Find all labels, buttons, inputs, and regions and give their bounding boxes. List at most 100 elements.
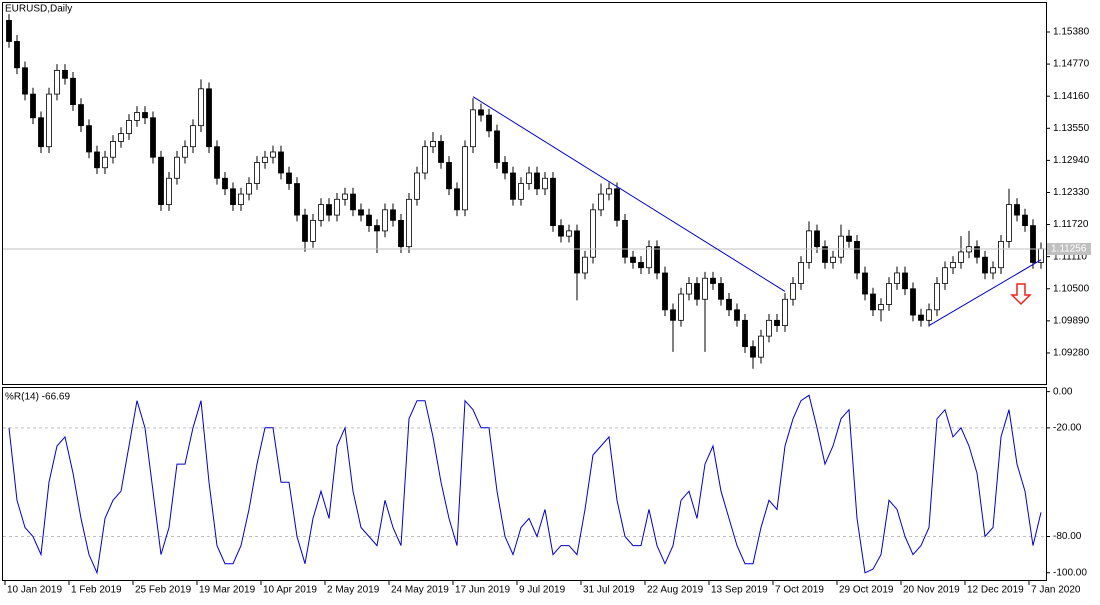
candle-body bbox=[422, 146, 428, 174]
candle-body bbox=[126, 119, 132, 134]
y-tick-label: 0.00 bbox=[1053, 386, 1073, 397]
candle-body bbox=[726, 298, 732, 311]
candle-body bbox=[318, 204, 324, 221]
candle-body bbox=[38, 117, 44, 148]
candle-body bbox=[606, 188, 612, 195]
candle-body bbox=[630, 256, 636, 263]
candle-body bbox=[718, 283, 724, 300]
main-panel bbox=[2, 2, 1047, 385]
candle-body bbox=[390, 209, 396, 221]
candle-body bbox=[366, 214, 372, 227]
indicator-line bbox=[8, 394, 1042, 575]
candle-body bbox=[326, 204, 332, 216]
x-tick-label: 13 Sep 2019 bbox=[711, 585, 768, 596]
y-tick-label: 1.12940 bbox=[1053, 155, 1090, 166]
x-tick-label: 1 Feb 2019 bbox=[71, 585, 122, 596]
candle-body bbox=[134, 112, 140, 121]
candle-body bbox=[814, 230, 820, 248]
candle-body bbox=[750, 346, 756, 358]
candle-body bbox=[142, 112, 148, 119]
candle-body bbox=[398, 219, 404, 248]
candle-body bbox=[574, 230, 580, 274]
x-tick-label: 10 Jan 2019 bbox=[7, 585, 62, 596]
candle-body bbox=[590, 209, 596, 258]
candle-body bbox=[598, 193, 604, 211]
y-tick-label: -20.00 bbox=[1053, 422, 1082, 433]
sell-arrow bbox=[1010, 283, 1032, 306]
candle-body bbox=[990, 267, 996, 274]
y-tick-label: 1.13550 bbox=[1053, 123, 1090, 134]
candle-body bbox=[902, 272, 908, 290]
candle-body bbox=[582, 256, 588, 274]
candle-body bbox=[686, 283, 692, 295]
candle-body bbox=[70, 77, 76, 106]
candle-body bbox=[862, 272, 868, 295]
candle-body bbox=[270, 151, 276, 158]
x-tick-label: 7 Jan 2020 bbox=[1031, 585, 1081, 596]
y-tick-label: 1.09890 bbox=[1053, 316, 1090, 327]
x-tick-label: 29 Oct 2019 bbox=[839, 585, 894, 596]
candle-body bbox=[182, 146, 188, 158]
candle-body bbox=[974, 246, 980, 258]
candle-body bbox=[102, 156, 108, 169]
candle-body bbox=[806, 230, 812, 263]
candle-body bbox=[534, 172, 540, 190]
y-tick-label: 1.14160 bbox=[1053, 91, 1090, 102]
candle-body bbox=[894, 272, 900, 284]
candle-body bbox=[470, 109, 476, 148]
candle-body bbox=[30, 93, 36, 119]
y-tick-label: 1.11110 bbox=[1053, 251, 1087, 262]
candle-body bbox=[62, 70, 68, 79]
y-tick-label: 1.14770 bbox=[1053, 59, 1090, 70]
candle-body bbox=[262, 156, 268, 163]
candle-body bbox=[150, 117, 156, 158]
y-tick-label: 1.09280 bbox=[1053, 348, 1090, 359]
candle-body bbox=[310, 219, 316, 242]
candle-body bbox=[286, 172, 292, 184]
candle-body bbox=[662, 272, 668, 311]
y-tick-label: 1.15380 bbox=[1053, 27, 1090, 38]
candle-body bbox=[870, 293, 876, 311]
candle-body bbox=[350, 193, 356, 211]
candle-body bbox=[742, 319, 748, 348]
candle-body bbox=[94, 151, 100, 169]
candle-body bbox=[86, 125, 92, 153]
candle-body bbox=[158, 156, 164, 205]
trendline bbox=[472, 96, 786, 292]
candle-body bbox=[926, 309, 932, 321]
x-tick-label: 10 Apr 2019 bbox=[263, 585, 317, 596]
candle-body bbox=[206, 88, 212, 148]
candle-body bbox=[414, 172, 420, 200]
candle-body bbox=[54, 70, 60, 95]
candle-body bbox=[958, 251, 964, 263]
candle-body bbox=[494, 130, 500, 163]
candle-body bbox=[566, 230, 572, 237]
chart-title: EURUSD,Daily bbox=[5, 4, 72, 15]
candle-body bbox=[622, 219, 628, 258]
x-tick-label: 2 May 2019 bbox=[327, 585, 380, 596]
candle-body bbox=[830, 256, 836, 263]
candle-body bbox=[374, 225, 380, 232]
candle-body bbox=[846, 235, 852, 242]
candle-body bbox=[110, 141, 116, 158]
candle-body bbox=[22, 67, 28, 95]
candle-body bbox=[822, 246, 828, 263]
candle-body bbox=[406, 198, 412, 248]
x-tick-label: 22 Aug 2019 bbox=[647, 585, 704, 596]
candle-body bbox=[758, 335, 764, 358]
candle-body bbox=[438, 141, 444, 163]
y-tick-label: -100.00 bbox=[1053, 567, 1087, 578]
candle-body bbox=[526, 172, 532, 184]
candle-body bbox=[118, 133, 124, 142]
candle-body bbox=[1006, 204, 1012, 242]
candle-body bbox=[46, 93, 52, 148]
candle-body bbox=[878, 304, 884, 311]
candle-body bbox=[246, 183, 252, 195]
candle-body bbox=[950, 262, 956, 269]
candle-body bbox=[230, 188, 236, 205]
x-tick-label: 24 May 2019 bbox=[391, 585, 449, 596]
candle-body bbox=[222, 177, 228, 190]
current-price-box bbox=[1047, 242, 1091, 255]
indicator-title: %R(14) -66.69 bbox=[5, 392, 70, 403]
candle-body bbox=[766, 319, 772, 337]
